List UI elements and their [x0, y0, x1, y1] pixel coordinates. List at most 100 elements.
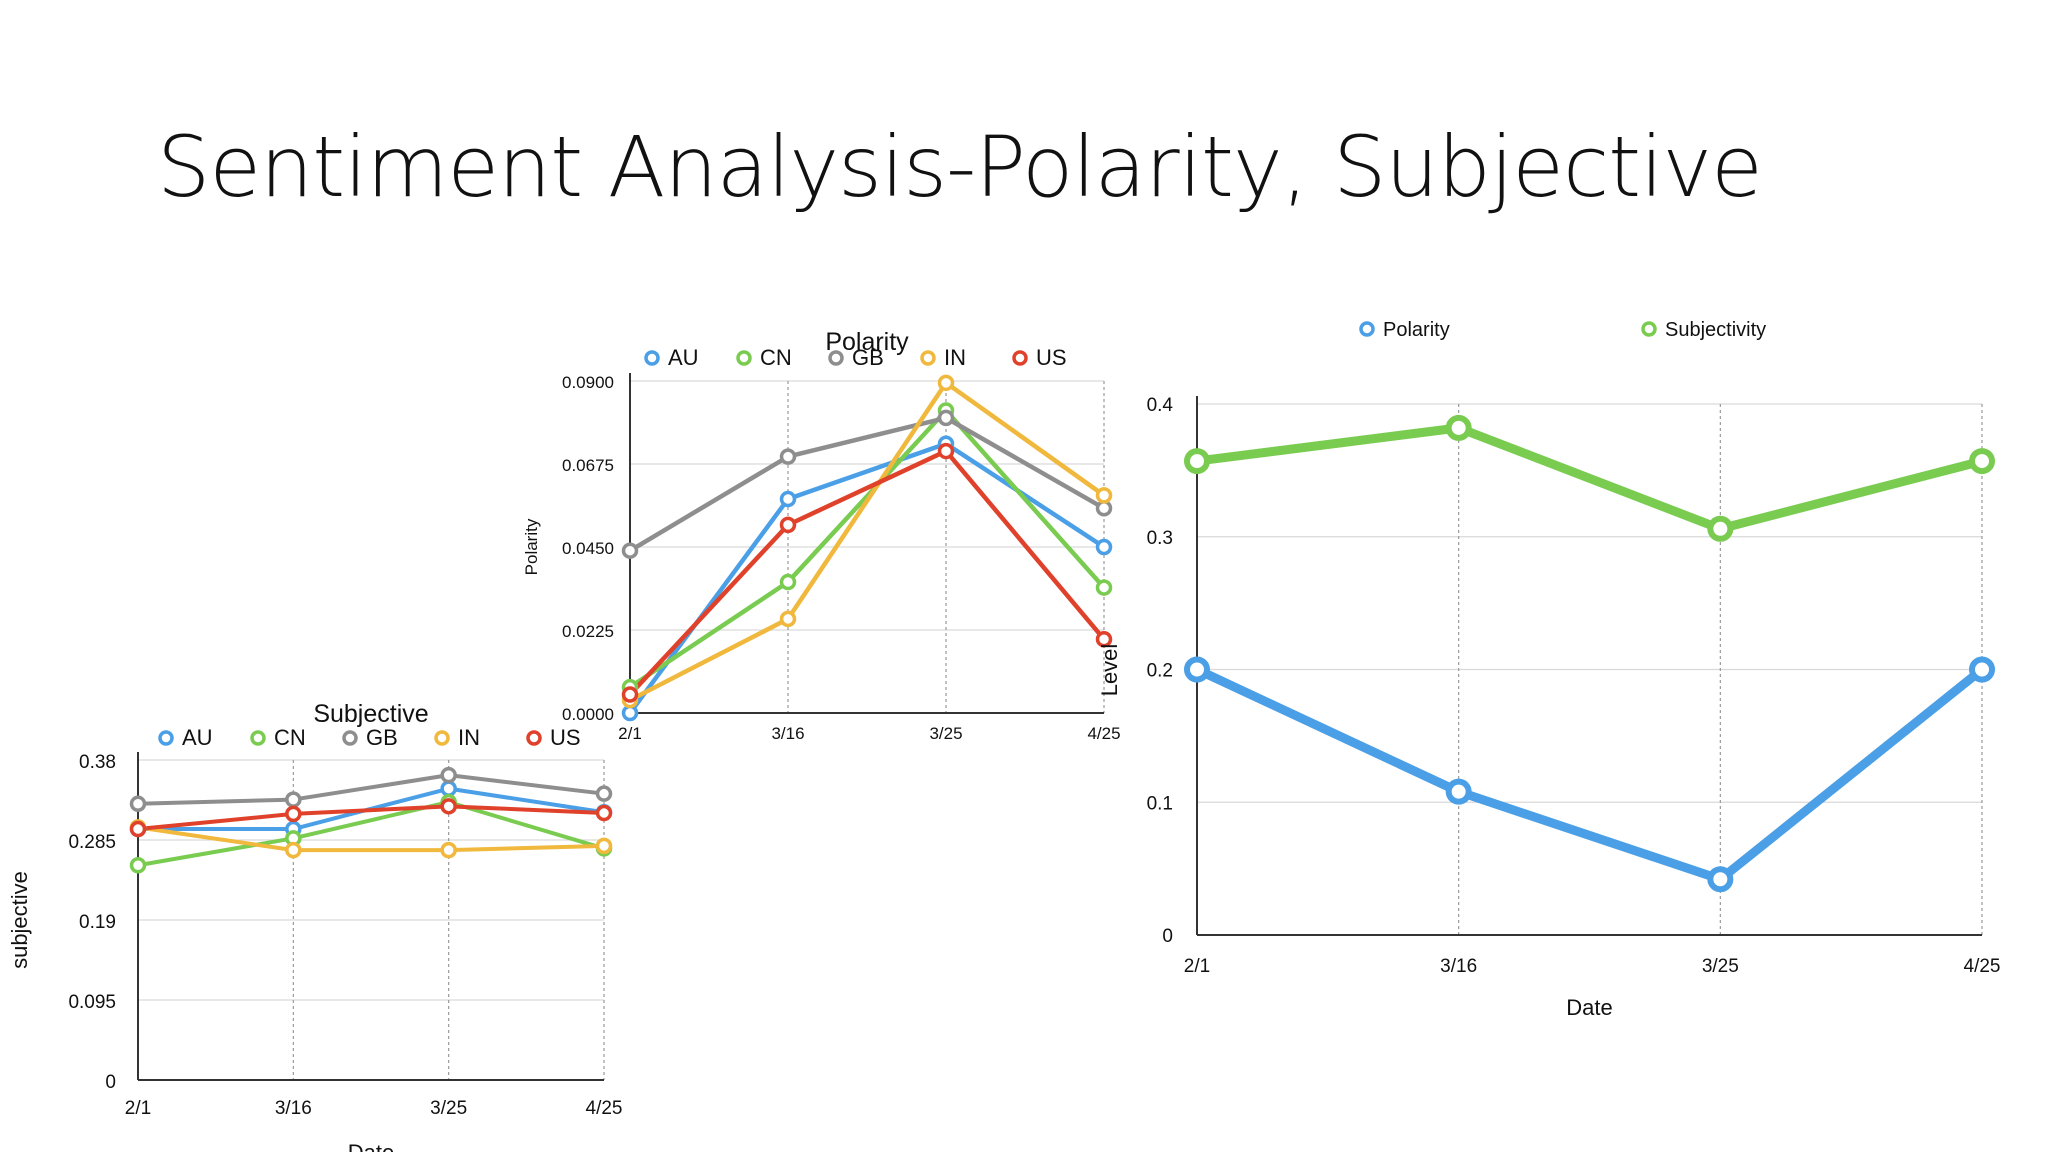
legend-label: IN [458, 725, 480, 750]
y-tick-label: 0.2 [1147, 661, 1173, 682]
data-point-cn [129, 857, 147, 874]
data-point-in [595, 837, 613, 855]
y-axis-label: subjective [7, 871, 32, 969]
data-point-in [440, 841, 457, 859]
data-point-cn [779, 573, 797, 591]
y-tick-label: 0.0225 [562, 622, 614, 641]
legend-marker-icon [1359, 321, 1375, 337]
legend-item-cn: CN [250, 725, 306, 750]
series-line-subjectivity [1192, 423, 1987, 534]
y-tick-label: 0.3 [1147, 528, 1173, 549]
series-line-au [627, 441, 1107, 716]
legend-label: Polarity [1383, 319, 1450, 341]
legend-item-us: US [1012, 345, 1067, 370]
legend-marker-icon [1012, 350, 1028, 366]
legend-item-gb: GB [828, 345, 884, 370]
data-point-gb [621, 542, 639, 559]
series-line-in [627, 380, 1107, 703]
x-tick-label: 3/25 [929, 724, 962, 743]
data-point-us [440, 798, 457, 815]
x-tick-label: 3/16 [275, 1098, 312, 1119]
legend-marker-icon [828, 350, 844, 366]
y-tick-label: 0.0900 [562, 373, 614, 392]
data-point-us [779, 516, 797, 534]
series-line-us [136, 804, 606, 832]
data-point-gb [779, 448, 797, 465]
data-point-us [1095, 630, 1113, 648]
series-line-in [136, 825, 606, 853]
x-tick-label: 4/25 [1964, 956, 2001, 977]
data-point-gb [937, 409, 955, 427]
data-point-polarity [1969, 656, 1995, 683]
series-line-gb [627, 415, 1107, 553]
x-tick-label: 4/25 [586, 1098, 623, 1119]
data-point-us [595, 804, 613, 822]
legend-marker-icon [434, 730, 450, 746]
y-tick-label: 0.4 [1147, 395, 1174, 416]
y-tick-label: 0.285 [68, 832, 116, 853]
y-tick-label: 0.19 [79, 912, 116, 933]
x-axis-label: Date [1566, 995, 1612, 1020]
data-point-in [779, 610, 797, 628]
legend-item-subjectivity: Subjectivity [1641, 319, 1766, 341]
x-tick-label: 2/1 [1184, 956, 1210, 977]
data-point-us [285, 805, 302, 823]
legend-marker-icon [250, 730, 266, 746]
x-tick-label: 3/16 [771, 724, 804, 743]
data-point-gb [129, 795, 147, 813]
data-point-us [937, 442, 955, 460]
series-line-cn [136, 800, 606, 868]
data-point-au [779, 490, 797, 508]
series-line-cn [627, 408, 1107, 690]
legend-item-in: IN [920, 345, 966, 370]
legend-marker-icon [920, 350, 936, 366]
x-tick-label: 3/16 [1440, 956, 1477, 977]
legend-label: US [1036, 345, 1067, 370]
x-tick-label: 2/1 [125, 1098, 151, 1119]
legend-marker-icon [736, 350, 752, 366]
y-tick-label: 0 [1162, 926, 1173, 947]
x-tick-label: 3/25 [1702, 956, 1739, 977]
chart-title: Subjective [313, 700, 428, 728]
data-point-polarity [1707, 866, 1734, 893]
slide-title: Sentiment Analysis-Polarity, Subjective [157, 118, 1763, 216]
legend-label: CN [760, 345, 792, 370]
legend-label: Subjectivity [1665, 319, 1766, 341]
legend-label: AU [668, 345, 699, 370]
legend-marker-icon [1641, 321, 1657, 337]
series-line-gb [136, 773, 606, 806]
legend-item-au: AU [158, 725, 213, 750]
x-tick-label: 4/25 [1087, 724, 1120, 743]
legend-marker-icon [644, 350, 660, 366]
y-axis-label: Polarity [522, 518, 541, 575]
legend-label: IN [944, 345, 966, 370]
legend-item-cn: CN [736, 345, 792, 370]
data-point-subjectivity [1184, 448, 1210, 475]
legend-item-au: AU [644, 345, 699, 370]
data-point-in [285, 841, 302, 859]
x-axis-label: Date [348, 1140, 394, 1152]
data-point-subjectivity [1707, 515, 1734, 542]
data-point-gb [595, 785, 613, 802]
data-point-polarity [1445, 778, 1472, 805]
data-point-au [1095, 538, 1113, 556]
series-line-us [627, 448, 1107, 697]
legend-marker-icon [342, 730, 358, 746]
legend-label: US [550, 725, 581, 750]
y-axis-label: Level [1097, 644, 1122, 697]
x-tick-label: 3/25 [430, 1098, 467, 1119]
data-point-us [129, 820, 147, 838]
legend-item-polarity: Polarity [1359, 319, 1450, 341]
y-tick-label: 0.1 [1147, 793, 1173, 814]
y-tick-label: 0.38 [79, 752, 116, 773]
data-point-in [937, 374, 955, 392]
legend-label: AU [182, 725, 213, 750]
legend-item-gb: GB [342, 725, 398, 750]
y-tick-label: 0.0675 [562, 456, 614, 475]
legend-item-us: US [526, 725, 581, 750]
legend-label: GB [852, 345, 884, 370]
legend-item-in: IN [434, 725, 480, 750]
